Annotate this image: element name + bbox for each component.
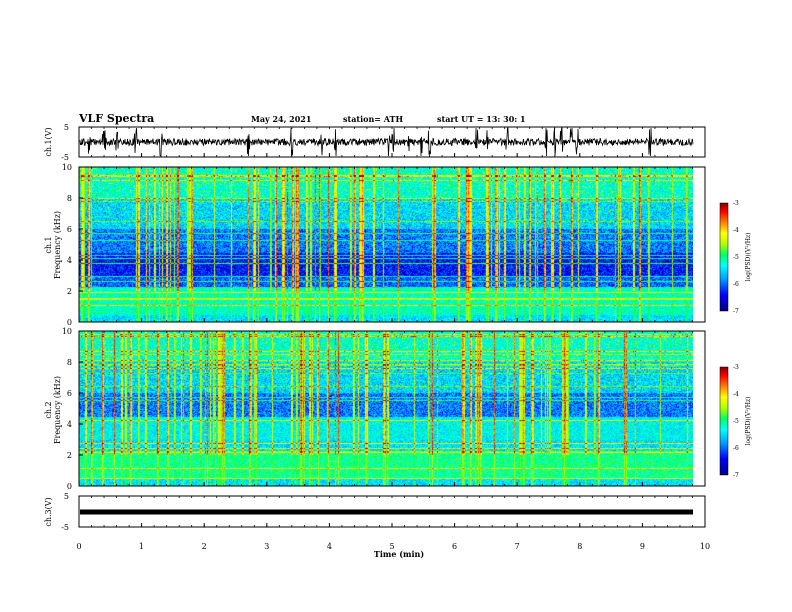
station-label: station= ATH	[343, 114, 404, 124]
start-time-label: start UT = 13: 30: 1	[437, 114, 526, 124]
x-tick-label-10: 10	[700, 542, 710, 551]
ch2-colorbar: -3 -4 -5 -6 -7 log(PSD)(V²/Hz)	[719, 364, 752, 479]
ch3-ytick-5: 5	[64, 492, 69, 501]
freq-tick-label-0: 0	[67, 318, 72, 327]
date-label: May 24, 2021	[251, 114, 312, 124]
ch3-waveform-panel: 5 -5 ch.3(V)	[44, 492, 706, 532]
cb2-tick-neg7: -7	[733, 472, 739, 479]
ch1-colorbar: -3 -4 -5 -6 -7 log(PSD)(V²/Hz)	[719, 200, 752, 315]
ch2-spectrogram-image	[79, 331, 693, 486]
cb2-tick-neg4: -4	[733, 391, 739, 398]
freq-tick-label-2: 2	[67, 287, 72, 296]
ch1-colorbar-gradient	[719, 202, 729, 312]
ch1-spectrogram-panel: 0 2 4 6 8 10 ch.1 Frequency (kHz)	[44, 163, 706, 327]
ch1-ytick-neg5: -5	[61, 153, 69, 162]
cb1-tick-neg6: -6	[733, 281, 739, 288]
ch1-spectrogram-image	[79, 167, 693, 322]
ch1-frequency-ticks: 0 2 4 6 8 10	[62, 163, 83, 327]
ch1-ytick-5: 5	[64, 123, 69, 132]
ch1-spectrogram-ylabel-frequency: Frequency (kHz)	[53, 211, 62, 279]
ch1-colorbar-label: log(PSD)(V²/Hz)	[745, 233, 752, 282]
cb2-tick-neg6: -6	[733, 445, 739, 452]
ch1-waveform-panel: 5 -5 ch.1(V)	[44, 123, 706, 162]
ch3-ytick-neg5: -5	[61, 523, 69, 532]
cb2-tick-neg5: -5	[733, 418, 739, 425]
x-axis-label: Time (min)	[374, 549, 424, 559]
cb1-tick-neg4: -4	[733, 227, 739, 234]
freq-tick-label-4: 4	[67, 420, 72, 429]
chart-title: VLF Spectra	[79, 112, 155, 125]
x-tick-label-5: 5	[389, 542, 394, 551]
freq-tick-label-10: 10	[62, 163, 72, 172]
cb1-tick-neg7: -7	[733, 308, 739, 315]
ch2-frequency-ticks: 0 2 4 6 8 10	[62, 327, 83, 491]
x-tick-label-3: 3	[264, 542, 269, 551]
x-tick-label-4: 4	[327, 542, 332, 551]
ch1-waveform-trace	[79, 127, 694, 157]
freq-tick-label-8: 8	[67, 194, 72, 203]
x-tick-label-7: 7	[515, 542, 520, 551]
cb2-tick-neg3: -3	[733, 364, 739, 371]
ch1-spectrogram-ylabel-channel: ch.1	[44, 236, 53, 253]
ch2-spectrogram-ylabel-channel: ch.2	[44, 401, 53, 418]
x-tick-label-1: 1	[139, 542, 144, 551]
cb1-tick-neg5: -5	[733, 254, 739, 261]
freq-tick-label-10: 10	[62, 327, 72, 336]
x-tick-label-8: 8	[577, 542, 582, 551]
freq-tick-label-8: 8	[67, 358, 72, 367]
ch3-waveform-ylabel: ch.3(V)	[44, 497, 53, 526]
cb1-tick-neg3: -3	[733, 200, 739, 207]
ch2-colorbar-label: log(PSD)(V²/Hz)	[745, 397, 752, 446]
ch2-spectrogram-ylabel-frequency: Frequency (kHz)	[53, 376, 62, 444]
freq-tick-label-6: 6	[67, 225, 72, 234]
x-tick-label-6: 6	[452, 542, 457, 551]
x-tick-label-9: 9	[640, 542, 645, 551]
freq-tick-label-0: 0	[67, 482, 72, 491]
ch2-colorbar-gradient	[719, 366, 729, 476]
freq-tick-label-4: 4	[67, 256, 72, 265]
ch2-spectrogram-panel: 0 2 4 6 8 10 ch.2 Frequency (kHz)	[44, 327, 706, 491]
freq-tick-label-6: 6	[67, 389, 72, 398]
freq-tick-label-2: 2	[67, 451, 72, 460]
x-tick-label-0: 0	[76, 542, 81, 551]
x-tick-label-2: 2	[202, 542, 207, 551]
ch1-waveform-ylabel: ch.1(V)	[44, 127, 53, 156]
time-axis: 0 1 2 3 4 5 6 7 8 9 10	[76, 127, 710, 551]
